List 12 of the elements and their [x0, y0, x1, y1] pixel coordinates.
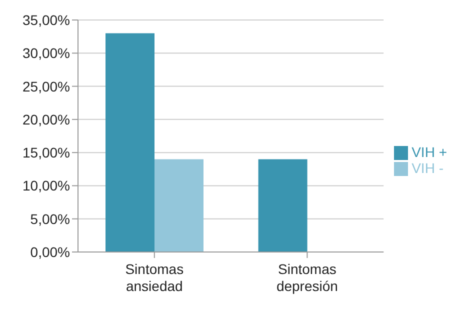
y-tick-label: 10,00%	[22, 178, 70, 194]
x-tick-label: Sintomas depresión	[276, 261, 338, 294]
y-tick-label: 15,00%	[22, 144, 70, 161]
y-tick-label: 30,00%	[22, 45, 70, 62]
y-tick-label: 20,00%	[22, 111, 70, 128]
x-tick-label: Sintomas ansiedad	[125, 261, 184, 294]
y-tick-label: 5,00%	[30, 210, 70, 227]
y-tick-label: 35,00%	[22, 12, 70, 28]
y-tick-label: 0,00%	[30, 244, 70, 260]
legend-label: VIH +	[412, 144, 447, 160]
legend-label: VIH -	[412, 160, 444, 176]
y-tick-label: 25,00%	[22, 78, 70, 94]
